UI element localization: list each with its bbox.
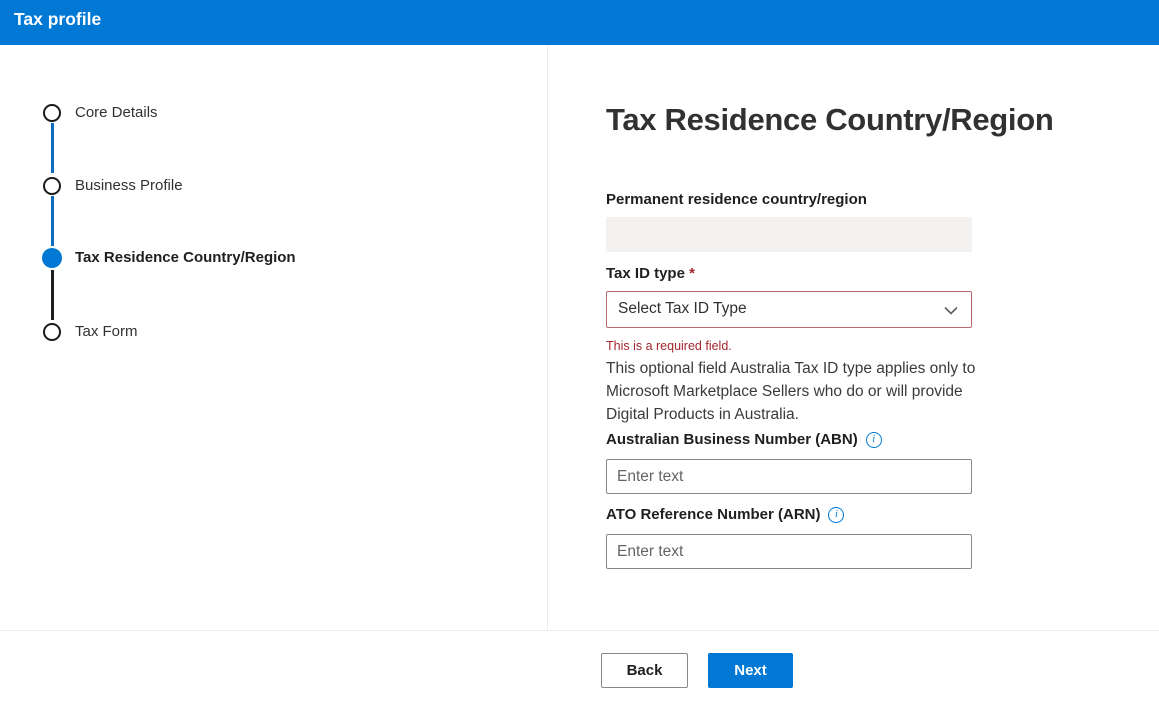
- arn-label-row: ATO Reference Number (ARN) i: [606, 506, 845, 523]
- step-label: Business Profile: [75, 177, 183, 194]
- permanent-residence-input: [606, 217, 972, 252]
- footer-divider: [0, 630, 1159, 631]
- step-circle-icon: [43, 177, 61, 195]
- step-circle-icon: [43, 323, 61, 341]
- tax-id-type-label: Tax ID type *: [606, 265, 695, 282]
- wizard-stepper-sidebar: Core Details Business Profile Tax Reside…: [0, 45, 548, 630]
- next-button[interactable]: Next: [708, 653, 793, 688]
- back-button[interactable]: Back: [601, 653, 688, 688]
- abn-input[interactable]: [606, 459, 972, 494]
- app-header: Tax profile: [0, 0, 1159, 45]
- abn-label-row: Australian Business Number (ABN) i: [606, 431, 882, 448]
- stepper-step-tax-residence[interactable]: Tax Residence Country/Region: [0, 247, 500, 269]
- step-label: Core Details: [75, 104, 158, 121]
- stepper-step-tax-form[interactable]: Tax Form: [0, 321, 500, 343]
- chevron-down-icon: [944, 306, 958, 315]
- step-label: Tax Form: [75, 323, 138, 340]
- arn-label: ATO Reference Number (ARN): [606, 506, 821, 523]
- page-header-title: Tax profile: [14, 9, 102, 29]
- tax-id-type-selected-value: Select Tax ID Type: [618, 300, 747, 317]
- page-title: Tax Residence Country/Region: [606, 102, 1054, 137]
- step-circle-active-icon: [42, 248, 62, 268]
- stepper-connector: [51, 196, 54, 246]
- step-label: Tax Residence Country/Region: [75, 249, 296, 266]
- info-icon[interactable]: i: [828, 506, 845, 523]
- tax-residence-form-panel: Tax Residence Country/Region Permanent r…: [548, 45, 1159, 630]
- stepper-step-business-profile[interactable]: Business Profile: [0, 175, 500, 197]
- stepper-step-core-details[interactable]: Core Details: [0, 102, 500, 124]
- required-asterisk: *: [689, 265, 695, 282]
- arn-input[interactable]: [606, 534, 972, 569]
- tax-id-type-help-text: This optional field Australia Tax ID typ…: [606, 360, 976, 423]
- tax-id-type-dropdown[interactable]: Select Tax ID Type: [606, 291, 972, 328]
- step-circle-icon: [43, 104, 61, 122]
- stepper-connector: [51, 270, 54, 320]
- info-icon[interactable]: i: [865, 431, 882, 448]
- permanent-residence-label: Permanent residence country/region: [606, 191, 867, 208]
- stepper-connector: [51, 123, 54, 173]
- tax-id-type-label-text: Tax ID type: [606, 265, 685, 282]
- abn-label: Australian Business Number (ABN): [606, 431, 858, 448]
- required-field-error: This is a required field.: [606, 339, 732, 353]
